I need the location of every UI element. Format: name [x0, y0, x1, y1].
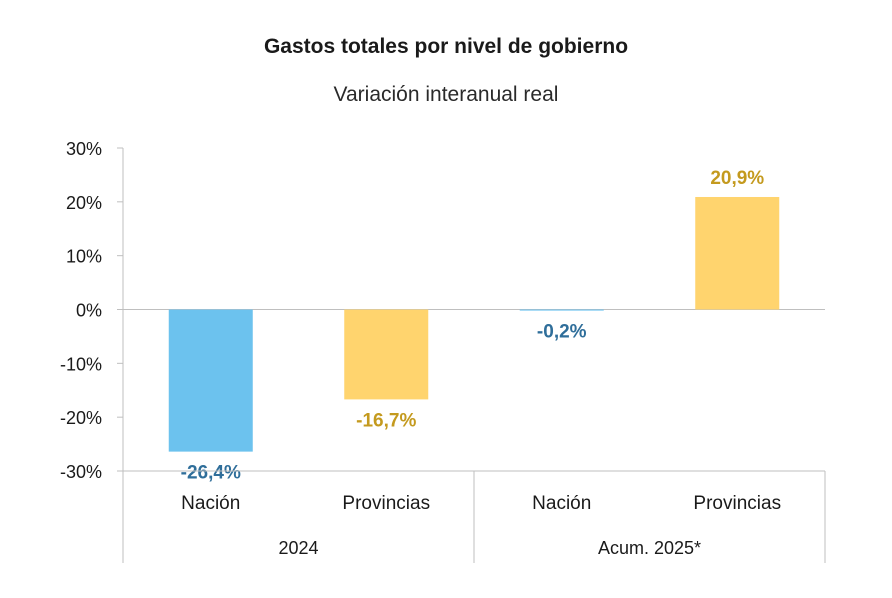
- data-label: 20,9%: [710, 168, 764, 189]
- y-tick-label: -30%: [60, 462, 102, 482]
- bar-4: [695, 196, 780, 310]
- bar-3: [519, 309, 604, 311]
- data-label: -0,2%: [537, 322, 587, 343]
- x-category-label: Nación: [181, 493, 240, 514]
- x-category-label: Provincias: [693, 493, 781, 514]
- bar-1: [168, 309, 253, 452]
- x-category-label: Nación: [532, 493, 591, 514]
- y-tick-label: -20%: [60, 408, 102, 428]
- data-label: -26,4%: [181, 463, 241, 484]
- x-group-label: 2024: [278, 538, 318, 558]
- y-tick-label: 10%: [66, 247, 102, 267]
- x-axis: Nación Provincias 2024 Nación Provincias Acum…: [123, 470, 826, 563]
- y-tick-label: -10%: [60, 354, 102, 374]
- chart-title: Gastos totales por nivel de gobierno: [264, 35, 628, 58]
- y-tick-label: 30%: [66, 139, 102, 159]
- y-axis: 30% 20% 10% 0% -10% -20% -30%: [60, 139, 825, 563]
- x-group-label: Acum. 2025*: [598, 538, 701, 558]
- y-tick-label: 20%: [66, 193, 102, 213]
- bar-2: [344, 309, 429, 400]
- y-tick-label: 0%: [76, 301, 102, 321]
- chart-subtitle: Variación interanual real: [334, 83, 559, 106]
- data-label: -16,7%: [356, 410, 416, 431]
- x-category-label: Provincias: [342, 493, 430, 514]
- bars-layer: -26,4% -16,7% -0,2% 20,9%: [168, 168, 780, 484]
